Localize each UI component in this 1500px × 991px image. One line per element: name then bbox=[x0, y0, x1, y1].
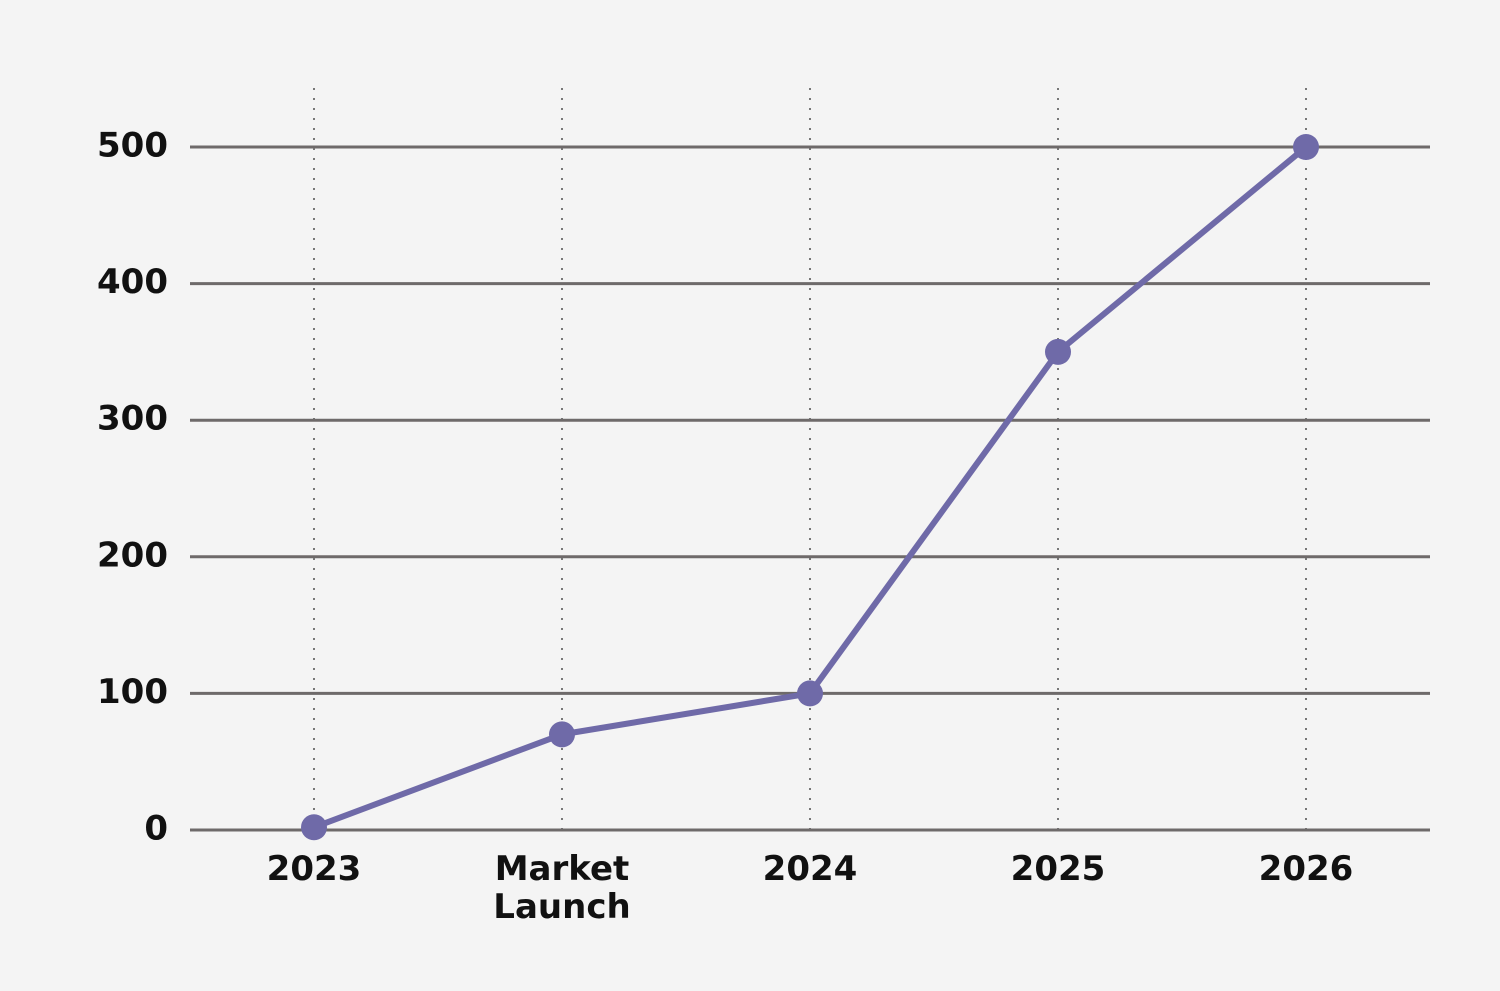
point bbox=[301, 814, 327, 841]
x-tick-label: 2024 bbox=[762, 849, 858, 889]
point bbox=[1045, 338, 1071, 365]
y-tick-label: 400 bbox=[97, 262, 168, 302]
x-tick-label: 2023 bbox=[266, 849, 362, 889]
x-tick-label: Market Launch bbox=[493, 849, 631, 927]
x-tick-label: 2025 bbox=[1010, 849, 1106, 889]
point bbox=[1293, 134, 1319, 160]
y-tick-label: 200 bbox=[97, 535, 168, 575]
y-tick-label: 0 bbox=[144, 809, 168, 849]
y-tick-label: 500 bbox=[97, 126, 168, 166]
x-tick-label: 2026 bbox=[1258, 849, 1354, 889]
point bbox=[797, 680, 823, 707]
point bbox=[549, 721, 575, 748]
y-tick-label: 300 bbox=[97, 399, 168, 439]
y-tick-label: 100 bbox=[97, 672, 168, 712]
